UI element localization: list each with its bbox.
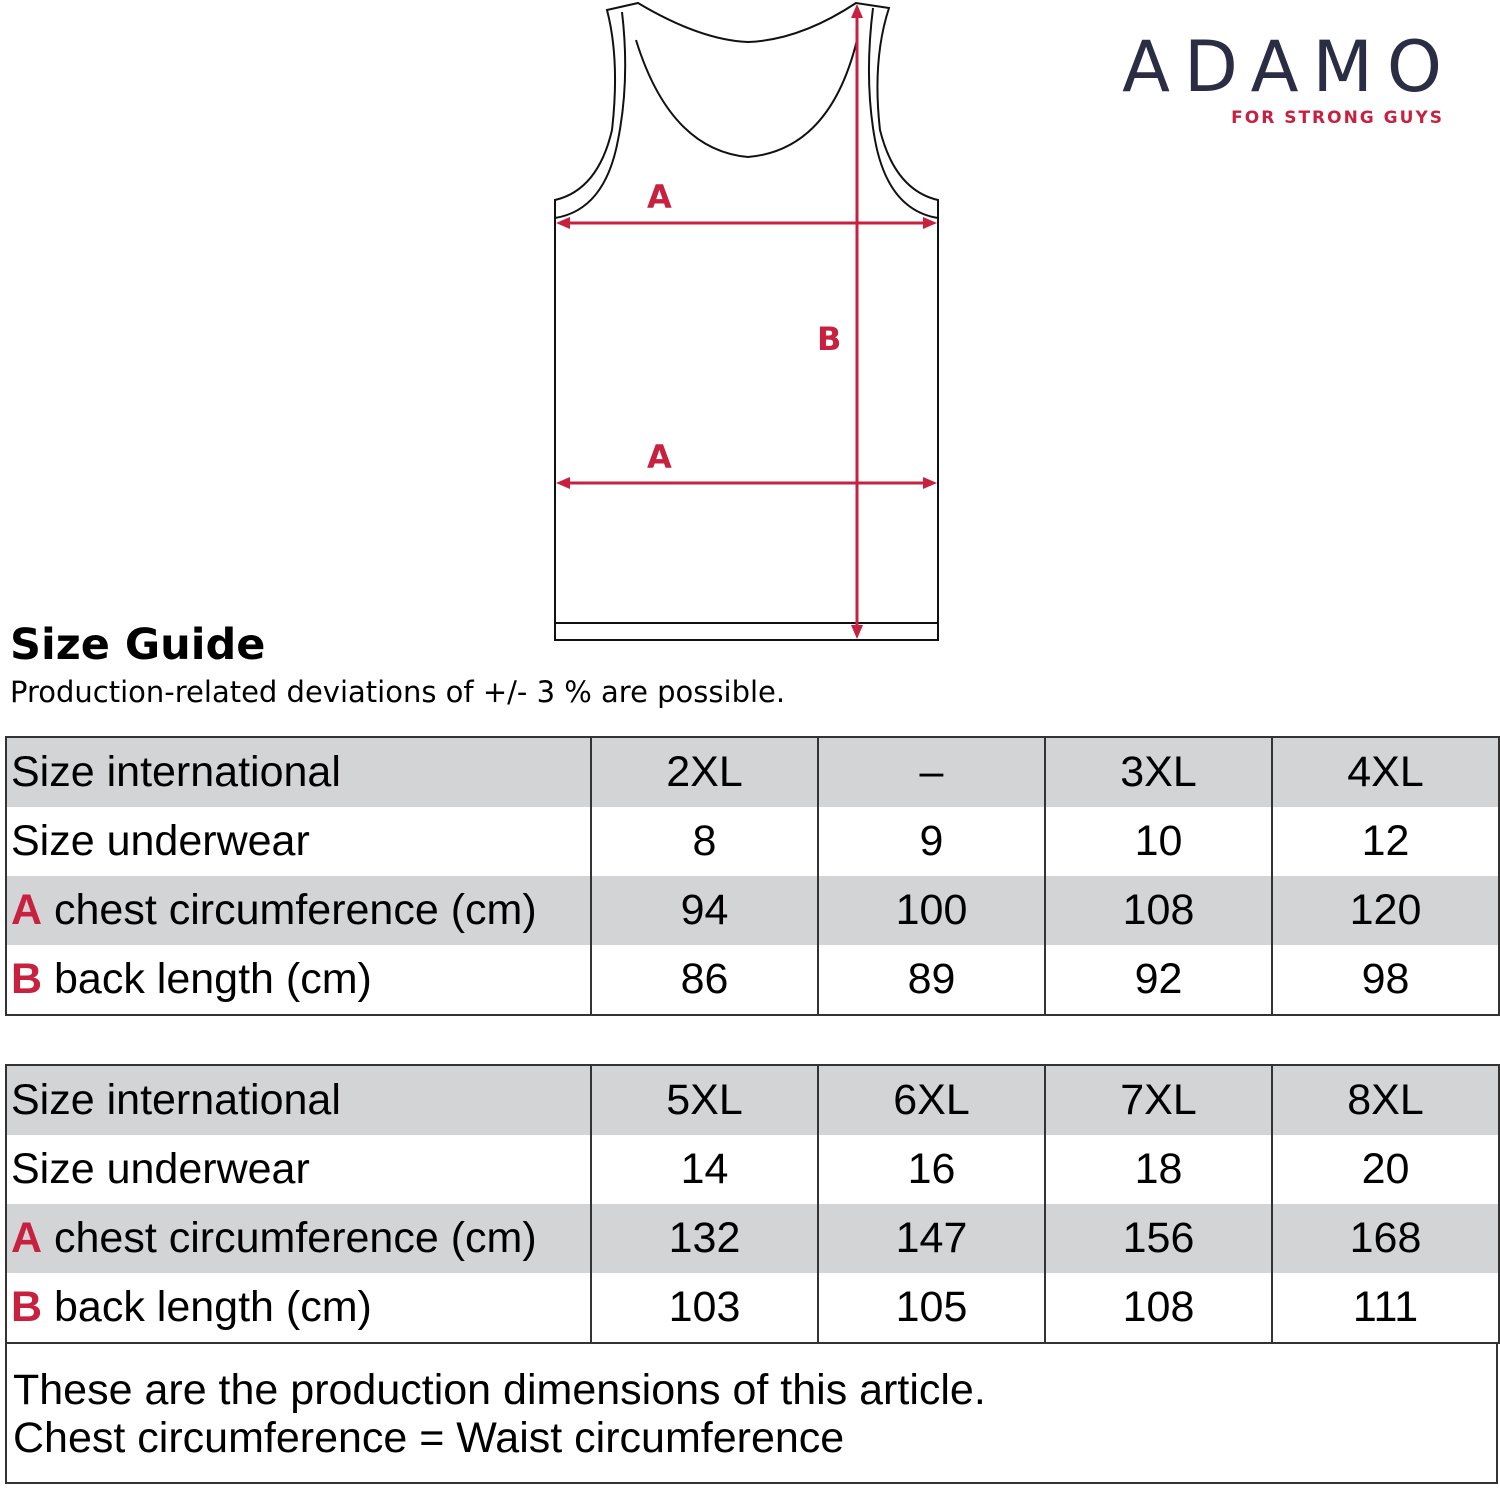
cell: 12 (1271, 807, 1499, 876)
cell: 108 (1044, 1273, 1272, 1343)
cell: 147 (817, 1204, 1045, 1273)
brand-logo: ADAMO FOR STRONG GUYS (1122, 26, 1442, 128)
cell: 86 (590, 945, 818, 1015)
brand-tagline: FOR STRONG GUYS (1231, 108, 1444, 128)
tank-outline (554, 1, 939, 641)
table-row: Size underwear 8 9 10 12 (6, 807, 1499, 876)
size-table-2: Size international 5XL 6XL 7XL 8XL Size unde… (5, 1064, 1500, 1344)
cell: 94 (590, 876, 818, 945)
label-b: B (817, 320, 841, 358)
letter-a: A (11, 886, 43, 934)
cell: 111 (1271, 1273, 1499, 1343)
cell: 105 (817, 1273, 1045, 1343)
page-subtitle: Production-related deviations of +/- 3 %… (10, 675, 786, 709)
row-label: Size international (6, 1065, 591, 1135)
row-label: B back length (cm) (6, 1273, 591, 1343)
cell: 8 (590, 807, 818, 876)
tank-top-diagram: A A B (554, 1, 939, 641)
cell: 120 (1271, 876, 1499, 945)
table-row: B back length (cm) 103 105 108 111 (6, 1273, 1499, 1343)
row-label: B back length (cm) (6, 945, 591, 1015)
cell: 10 (1044, 807, 1272, 876)
cell: 20 (1271, 1135, 1499, 1204)
label-a-top: A (647, 178, 672, 216)
arrowhead (851, 4, 863, 18)
letter-b: B (11, 1283, 43, 1331)
cell: 108 (1044, 876, 1272, 945)
cell: 156 (1044, 1204, 1272, 1273)
arrowhead (851, 625, 863, 639)
table-row: Size underwear 14 16 18 20 (6, 1135, 1499, 1204)
cell: 92 (1044, 945, 1272, 1015)
cell: 5XL (590, 1065, 818, 1135)
brand-name: ADAMO (1122, 26, 1456, 108)
table-row: A chest circumference (cm) 94 100 108 120 (6, 876, 1499, 945)
cell: 100 (817, 876, 1045, 945)
arrowhead (556, 477, 570, 489)
cell: 14 (590, 1135, 818, 1204)
cell: – (817, 737, 1045, 807)
left-armhole-trim (554, 11, 627, 219)
cell: 89 (817, 945, 1045, 1015)
cell: 9 (817, 807, 1045, 876)
letter-b: B (11, 955, 43, 1003)
right-armhole-trim (867, 7, 939, 219)
note-line: These are the production dimensions of t… (13, 1366, 986, 1414)
page-title: Size Guide (10, 620, 266, 670)
table-row: Size international 2XL –3XL 4XL (6, 737, 1499, 807)
tables-area: Size international 2XL –3XL 4XL Size underw… (5, 736, 1500, 1484)
cell: 16 (817, 1135, 1045, 1204)
row-label: A chest circumference (cm) (6, 1204, 591, 1273)
cell: 7XL (1044, 1065, 1272, 1135)
label-a-bottom: A (647, 438, 672, 476)
size-table-1: Size international 2XL –3XL 4XL Size underw… (5, 736, 1500, 1016)
cell: 103 (590, 1273, 818, 1343)
cell: 98 (1271, 945, 1499, 1015)
table-row: Size international 5XL 6XL 7XL 8XL (6, 1065, 1499, 1135)
letter-a: A (11, 1214, 43, 1262)
row-label: A chest circumference (cm) (6, 876, 591, 945)
arrowhead (923, 217, 937, 229)
cell: 2XL (590, 737, 818, 807)
table-row: B back length (cm) 86 89 92 98 (6, 945, 1499, 1015)
cell: 168 (1271, 1204, 1499, 1273)
label-text: chest circumference (cm) (42, 886, 537, 934)
cell: 8XL (1271, 1065, 1499, 1135)
cell: 4XL (1271, 737, 1499, 807)
cell: 6XL (817, 1065, 1045, 1135)
cell: 132 (590, 1204, 818, 1273)
notes-box: These are the production dimensions of t… (5, 1344, 1498, 1484)
arrowhead (923, 477, 937, 489)
cell: 3XL (1044, 737, 1272, 807)
row-label: Size underwear (11, 817, 310, 865)
label-text: back length (cm) (42, 1283, 372, 1331)
row-label: Size underwear (11, 1145, 310, 1193)
label-text: back length (cm) (42, 955, 372, 1003)
cell: 18 (1044, 1135, 1272, 1204)
label-text: chest circumference (cm) (42, 1214, 537, 1262)
table-row: A chest circumference (cm) 132 147 156 168 (6, 1204, 1499, 1273)
note-line: Chest circumference = Waist circumferenc… (13, 1414, 845, 1462)
row-label: Size international (6, 737, 591, 807)
neckline-trim (635, 39, 858, 159)
arrowhead (556, 217, 570, 229)
